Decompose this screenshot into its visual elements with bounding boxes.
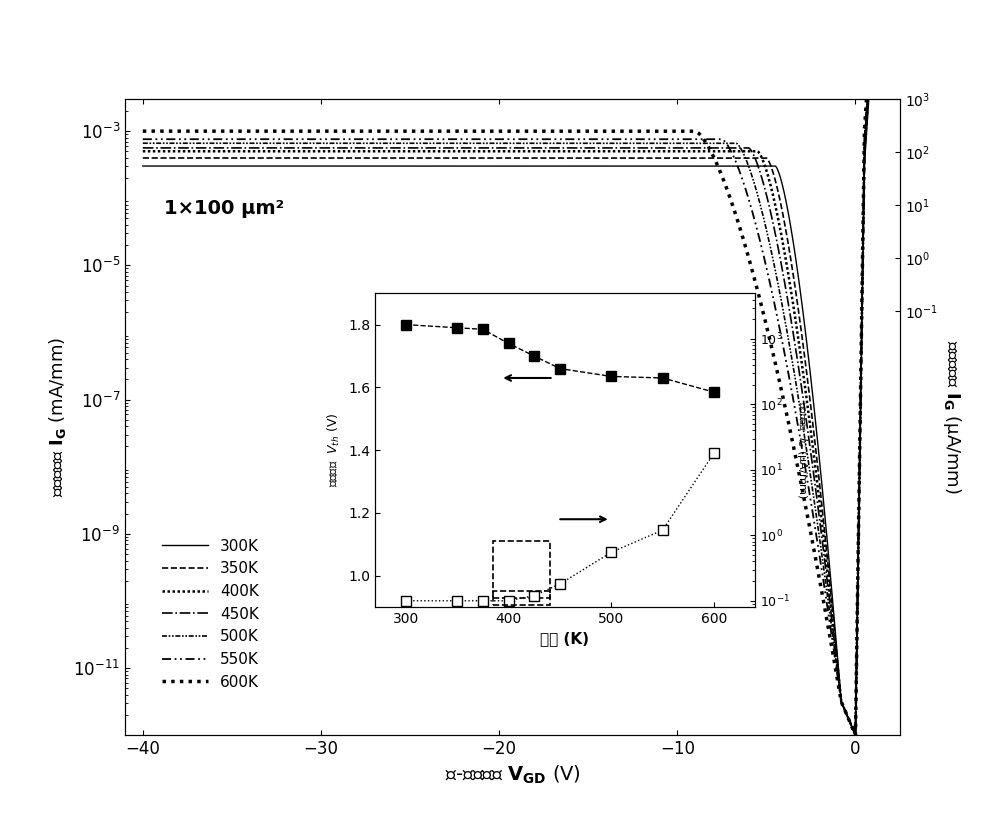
350K (855, 349, 867, 359)
550K (855, 337, 867, 347)
X-axis label: 闸-汲极电压 $\mathbf{V_{GD}}$ (V): 闸-汲极电压 $\mathbf{V_{GD}}$ (V) (445, 763, 580, 786)
450K (855, 343, 867, 353)
400K (849, 730, 861, 740)
400K (137, 146, 149, 156)
Y-axis label: 闸极漏电流 $\mathbf{I_G}$ (mA/mm): 闸极漏电流 $\mathbf{I_G}$ (mA/mm) (47, 337, 68, 497)
550K (849, 730, 861, 740)
Bar (493, 541, 550, 598)
450K (844, 718, 856, 728)
600K (137, 126, 149, 136)
500K (844, 718, 856, 728)
450K (478, 143, 490, 153)
600K (155, 126, 167, 136)
500K (849, 730, 861, 740)
400K (855, 345, 867, 355)
500K (137, 138, 149, 148)
Line: 600K: 600K (143, 0, 900, 735)
300K (865, 55, 877, 65)
350K (628, 153, 640, 163)
600K (478, 126, 490, 136)
500K (155, 138, 167, 148)
Line: 300K: 300K (143, 0, 900, 735)
500K (478, 138, 490, 148)
Text: 1×100 μm²: 1×100 μm² (164, 198, 284, 217)
600K (865, 20, 877, 30)
550K (155, 135, 167, 145)
600K (855, 332, 867, 342)
350K (478, 153, 490, 163)
300K (478, 161, 490, 171)
450K (137, 143, 149, 153)
350K (865, 47, 877, 57)
600K (849, 730, 861, 740)
400K (155, 146, 167, 156)
300K (844, 718, 856, 728)
X-axis label: 温度 (K): 温度 (K) (540, 632, 590, 647)
300K (137, 161, 149, 171)
Line: 550K: 550K (143, 0, 900, 735)
Line: 500K: 500K (143, 0, 900, 735)
400K (628, 146, 640, 156)
500K (855, 340, 867, 350)
350K (844, 718, 856, 728)
550K (137, 135, 149, 145)
Line: 350K: 350K (143, 0, 900, 735)
450K (849, 730, 861, 740)
550K (628, 135, 640, 145)
Y-axis label: 闸极漏电流  $I_G$ (μA/mm): 闸极漏电流 $I_G$ (μA/mm) (795, 401, 809, 499)
450K (865, 37, 877, 47)
Legend: 300K, 350K, 400K, 450K, 500K, 550K, 600K: 300K, 350K, 400K, 450K, 500K, 550K, 600K (156, 533, 265, 695)
Line: 400K: 400K (143, 0, 900, 735)
500K (865, 32, 877, 42)
300K (849, 730, 861, 740)
600K (844, 718, 856, 728)
400K (844, 718, 856, 728)
550K (844, 718, 856, 728)
Y-axis label: 导通电压  $V_{th}$ (V): 导通电压 $V_{th}$ (V) (326, 413, 342, 487)
450K (155, 143, 167, 153)
300K (855, 355, 867, 365)
550K (478, 135, 490, 145)
300K (155, 161, 167, 171)
Y-axis label: 闸极漏电流 $\mathbf{I_G}$ (μA/mm): 闸极漏电流 $\mathbf{I_G}$ (μA/mm) (941, 340, 963, 494)
550K (865, 28, 877, 38)
400K (478, 146, 490, 156)
300K (628, 161, 640, 171)
350K (849, 730, 861, 740)
350K (137, 153, 149, 163)
600K (628, 126, 640, 136)
500K (628, 138, 640, 148)
Bar (493, 591, 550, 605)
450K (628, 143, 640, 153)
400K (865, 40, 877, 50)
350K (155, 153, 167, 163)
Line: 450K: 450K (143, 0, 900, 735)
